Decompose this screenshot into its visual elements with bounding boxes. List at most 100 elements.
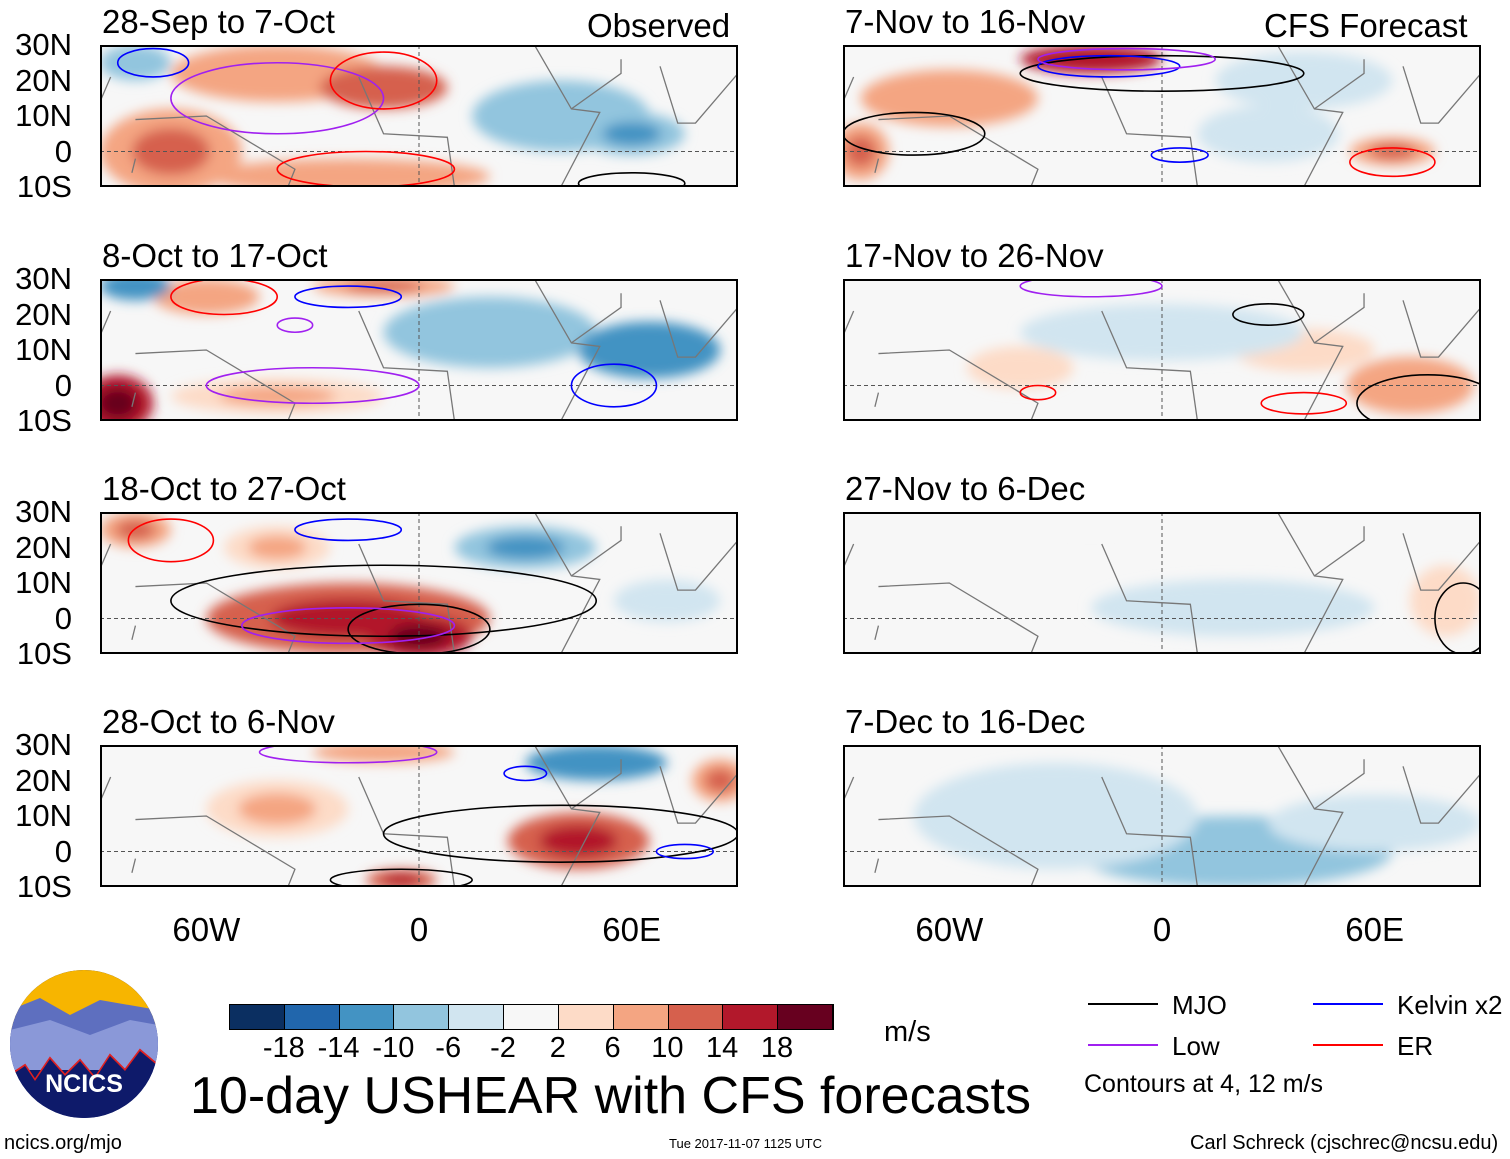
legend-line <box>1313 1003 1383 1005</box>
mjo-contour <box>329 868 473 887</box>
colorbar-swatch <box>449 1005 505 1029</box>
kelvin-contour <box>1037 54 1181 78</box>
er-contour <box>1260 391 1348 415</box>
panel-title: 8-Oct to 17-Oct <box>102 237 328 274</box>
coastline <box>100 279 738 421</box>
ncics-logo: NCICS <box>10 970 158 1118</box>
colorbar-label: 10 <box>651 1032 684 1064</box>
contour-note: Contours at 4, 12 m/s <box>1084 1070 1324 1098</box>
low-contour <box>170 61 385 135</box>
y-tick-label: 10N <box>15 565 72 600</box>
anomaly-core <box>486 535 565 560</box>
low-contour <box>240 607 456 645</box>
y-tick-label: 20N <box>15 62 72 98</box>
er-contour <box>170 279 279 316</box>
x-tick-label: 60W <box>915 911 984 948</box>
y-tick-label: 30N <box>15 27 72 62</box>
mjo-contour <box>1019 54 1305 92</box>
anomaly-core <box>1145 831 1321 872</box>
colorbar-swatch <box>668 1005 724 1029</box>
anomaly-core <box>270 166 427 187</box>
anomaly-core <box>218 386 336 406</box>
panel-frame <box>100 745 738 887</box>
x-tick-label: 60E <box>1345 911 1405 948</box>
footer-url[interactable]: ncics.org/mjo <box>4 1132 122 1154</box>
colorbar-label: -18 <box>262 1032 305 1064</box>
mjo-contour <box>577 172 686 187</box>
mjo-contour <box>1356 374 1481 421</box>
panel-title: 18-Oct to 27-Oct <box>102 470 346 507</box>
er-contour <box>1019 384 1057 401</box>
anomaly-core <box>900 82 999 114</box>
colorbar-label: 6 <box>604 1032 621 1064</box>
anomaly-core <box>381 874 421 886</box>
anomaly-blob <box>913 762 1198 870</box>
y-tick-label: 0 <box>54 133 72 169</box>
anomaly-blob <box>1197 105 1340 163</box>
map-panel <box>843 45 1481 187</box>
map-panel <box>100 745 738 887</box>
anomaly-core <box>247 535 307 560</box>
y-tick-label: 0 <box>54 367 72 403</box>
figure-title: 10-day USHEAR with CFS forecasts <box>190 1067 1031 1125</box>
colorbar-swatch <box>394 1005 450 1029</box>
anomaly-core <box>431 312 549 352</box>
colorbar-label: -10 <box>372 1032 415 1064</box>
x-tick-label: 0 <box>1152 911 1172 948</box>
panel-frame <box>843 745 1481 887</box>
y-tick-label: 10N <box>15 332 72 367</box>
colorbar-swatch <box>778 1005 833 1029</box>
kelvin-contour <box>294 285 403 309</box>
coastline <box>100 45 738 187</box>
map-panel <box>100 45 738 187</box>
units-label: m/s <box>884 1016 931 1048</box>
anomaly-blob <box>1215 52 1393 109</box>
y-tick-label: 10N <box>15 798 72 833</box>
anomaly-core <box>539 825 618 857</box>
anomaly-core <box>177 286 236 307</box>
mjo-contour <box>170 564 598 638</box>
panel-title: 28-Sep to 7-Oct <box>102 3 335 40</box>
colorbar-label: -14 <box>317 1032 360 1064</box>
mjo-contour <box>347 603 491 654</box>
y-tick-label: 10S <box>16 869 72 904</box>
low-contour <box>258 745 438 764</box>
colorbar-label: 18 <box>760 1032 794 1064</box>
anomaly-core <box>218 57 336 90</box>
y-tick-label: 30N <box>15 261 72 296</box>
map-panel <box>100 279 738 421</box>
colorbar-swatch <box>230 1005 285 1029</box>
panel-title: 7-Nov to 16-Nov <box>845 3 1086 40</box>
map-panel <box>100 512 738 654</box>
y-tick-label: 20N <box>15 762 72 798</box>
legend-label: Kelvin x2 <box>1397 990 1503 1020</box>
anomaly-blob <box>1091 579 1375 637</box>
y-tick-label: 0 <box>54 600 72 636</box>
coastline <box>843 745 1481 887</box>
er-contour <box>1349 147 1436 178</box>
x-tick-label: 60W <box>172 911 241 948</box>
y-tick-label: 10S <box>16 403 72 438</box>
legend-label: Low <box>1172 1031 1220 1061</box>
legend-label: MJO <box>1172 990 1227 1020</box>
anomaly-core <box>344 280 423 292</box>
low-contour <box>1037 47 1216 71</box>
anomaly-blob <box>1020 303 1304 361</box>
footer-timestamp: Tue 2017-11-07 1125 UTC <box>669 1136 822 1151</box>
er-contour <box>127 518 215 563</box>
map-panel <box>843 279 1481 421</box>
er-contour <box>329 51 438 110</box>
panel-frame <box>843 45 1481 187</box>
map-panel <box>843 512 1481 654</box>
logo-text: NCICS <box>45 1070 123 1098</box>
colorbar-swatch <box>723 1005 779 1029</box>
colorbar-swatch <box>558 1005 614 1029</box>
anomaly-blob <box>613 579 721 623</box>
anomaly-core <box>115 52 155 73</box>
anomaly-blob <box>1268 794 1481 852</box>
anomaly-core <box>1052 51 1131 68</box>
x-tick-label: 60E <box>602 911 662 948</box>
panel-frame <box>100 45 738 187</box>
panel-frame <box>843 512 1481 654</box>
mjo-contour <box>382 804 738 863</box>
